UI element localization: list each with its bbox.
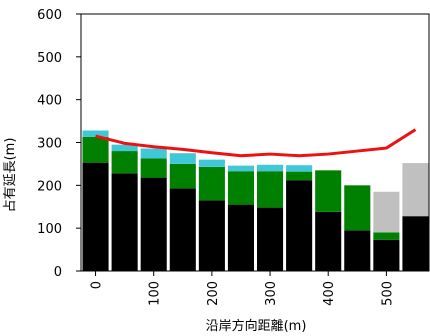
bar-stacks: [82, 130, 429, 271]
bar-segment: [257, 171, 284, 208]
bar-segment: [169, 188, 196, 271]
bar-segment: [140, 148, 167, 159]
bar-segment: [227, 171, 254, 205]
bar-segment: [111, 173, 138, 271]
bar-segment: [82, 136, 109, 163]
line-path: [95, 128, 417, 158]
x-axis-ticks: 0 100 200 300 400 500: [90, 271, 395, 306]
y-tick-label: 400: [37, 94, 62, 109]
line-series: [95, 128, 417, 158]
bar-segment: [315, 211, 342, 271]
bar-segment: [111, 144, 138, 152]
bar-segment: [82, 162, 109, 271]
bar-segment: [344, 230, 371, 271]
bar-segment: [111, 151, 138, 174]
y-tick-label: 300: [37, 137, 62, 152]
bar-segment: [169, 153, 196, 164]
y-axis-ticks: 0 100 200 300 400 500 600: [37, 8, 81, 280]
x-tick-label: 300: [264, 281, 279, 306]
y-tick-label: 200: [37, 179, 62, 194]
bar-segment: [198, 200, 225, 271]
bar-segment: [373, 191, 400, 233]
bar-segment: [227, 165, 254, 172]
y-axis-label: 占有延長(m): [3, 138, 18, 213]
bar-segment: [140, 177, 167, 271]
x-tick-label: 100: [148, 281, 163, 306]
bar-segment: [257, 164, 284, 172]
bar-segment: [198, 166, 225, 201]
bar-segment: [402, 216, 429, 271]
bar-segment: [198, 159, 225, 167]
bar-segment: [82, 130, 109, 137]
bar-segment: [315, 170, 342, 212]
y-tick-label: 500: [37, 51, 62, 66]
bar-segment: [373, 232, 400, 240]
y-tick-label: 100: [37, 222, 62, 237]
plot-frame: [80, 13, 430, 272]
x-tick-label: 500: [380, 281, 395, 306]
x-axis-label: 沿岸方向距離(m): [206, 318, 307, 334]
plot-border: [80, 13, 430, 272]
bar-segment: [140, 158, 167, 178]
bar-segment: [402, 163, 429, 217]
bar-segment: [257, 207, 284, 271]
bar-segment: [373, 239, 400, 271]
bar-segment: [286, 171, 313, 181]
y-tick-label: 0: [54, 265, 62, 280]
x-tick-label: 0: [90, 281, 105, 289]
bar-segment: [169, 163, 196, 189]
y-tick-label: 600: [37, 8, 62, 23]
x-tick-label: 200: [206, 281, 221, 306]
bar-segment: [344, 185, 371, 231]
bar-segment: [286, 165, 313, 172]
bar-segment: [286, 180, 313, 271]
x-tick-label: 400: [322, 281, 337, 306]
bar-segment: [227, 204, 254, 271]
